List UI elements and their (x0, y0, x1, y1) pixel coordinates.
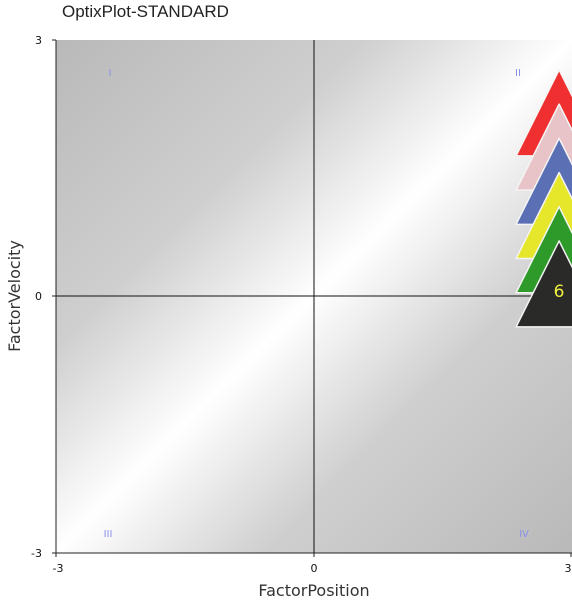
y-tick-label: 3 (35, 34, 42, 47)
marker-label-6: 6 (554, 282, 565, 302)
quadrant-label-iii: III (104, 529, 113, 540)
x-axis-label: FactorPosition (258, 581, 369, 600)
x-ticks: -3 0 3 (53, 553, 572, 575)
y-tick-label: 0 (35, 290, 42, 303)
y-axis-label: FactorVelocity (5, 240, 24, 352)
quadrant-label-ii: II (515, 68, 521, 79)
app-title: OptixPlot-STANDARD (62, 2, 229, 21)
marker-triangle-6 (515, 240, 572, 328)
quadrant-label-iv: IV (519, 529, 529, 540)
marker-6: 6 (515, 240, 572, 328)
x-tick-label: -3 (53, 562, 64, 575)
y-tick-label: -3 (31, 547, 42, 560)
y-ticks: 3 0 -3 (31, 34, 56, 560)
data-markers: 123456 (515, 69, 572, 328)
quadrant-labels: I II III IV (104, 68, 529, 540)
x-tick-label: 0 (311, 562, 318, 575)
x-tick-label: 3 (565, 562, 572, 575)
quadrant-label-i: I (109, 68, 112, 79)
